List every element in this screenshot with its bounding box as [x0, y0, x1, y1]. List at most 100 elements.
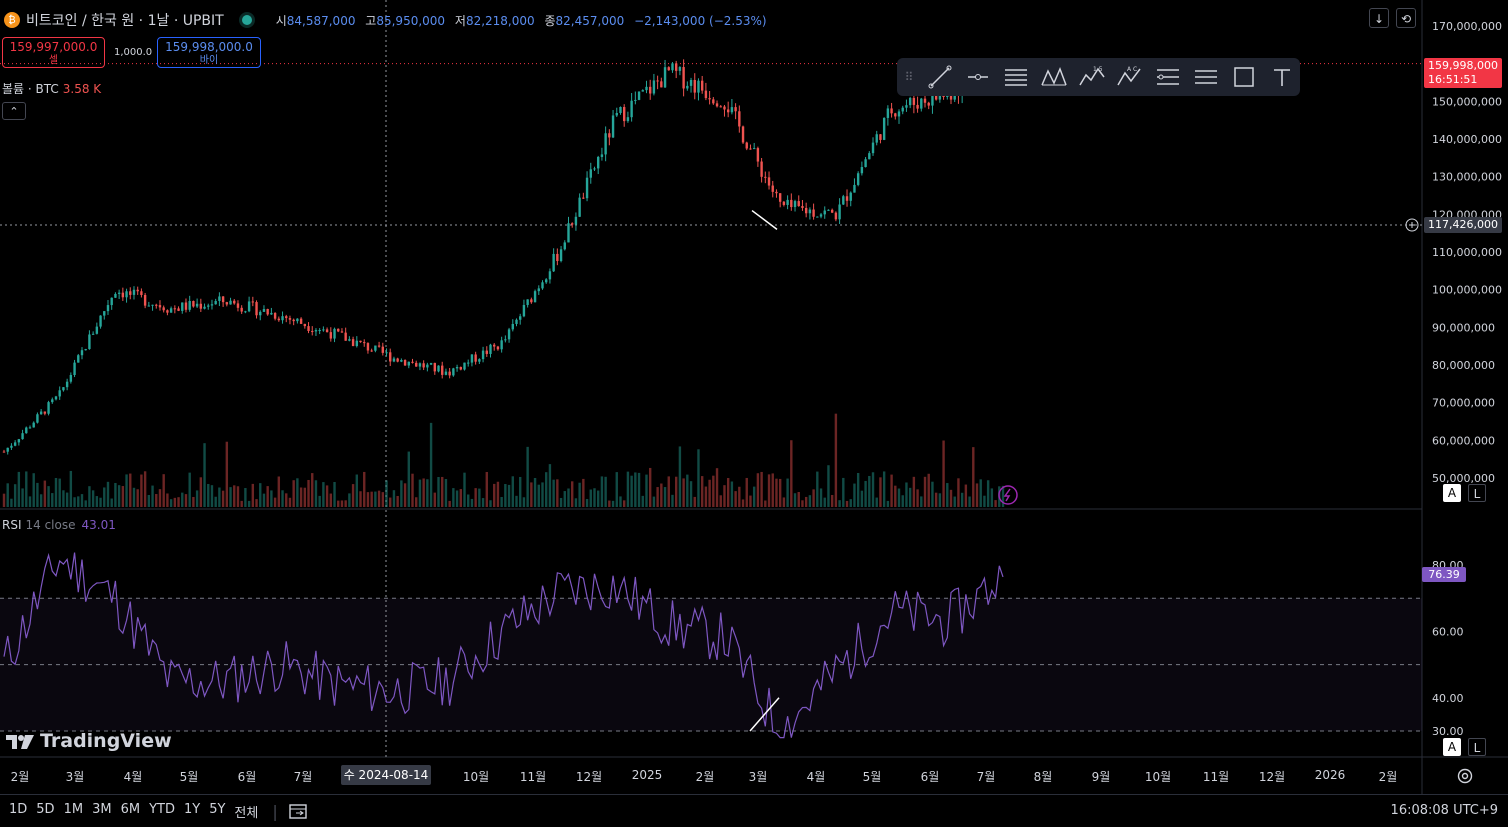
candle-body	[114, 293, 117, 298]
volume-bar	[660, 483, 663, 507]
long-position-tool-icon[interactable]	[1153, 62, 1183, 92]
auto-scale-button[interactable]: A	[1443, 484, 1461, 502]
volume-bar	[949, 489, 953, 507]
volume-bar	[738, 486, 741, 507]
candle-body	[58, 390, 61, 397]
volume-bar	[856, 473, 860, 507]
rsi-legend[interactable]: RSI 14 close 43.01	[2, 518, 116, 532]
volume-bar	[916, 489, 919, 507]
candle-body	[10, 445, 13, 448]
sell-price: 159,997,000.0	[9, 40, 98, 54]
candle-body	[660, 81, 663, 88]
candle-body	[366, 343, 370, 351]
candle-body	[218, 296, 221, 301]
candle-body	[912, 97, 916, 105]
rsi-current-label: 76.39	[1422, 567, 1466, 582]
time-tick-label: 9월	[1091, 770, 1111, 784]
fib-retracement-tool-icon[interactable]	[1001, 62, 1031, 92]
volume-bar	[585, 498, 589, 507]
candle-body	[233, 300, 236, 304]
volume-bar	[455, 490, 459, 507]
buy-button[interactable]: 159,998,000.0 바이	[157, 37, 261, 68]
volume-bar	[838, 500, 841, 507]
candle-body	[195, 303, 199, 307]
text-tool-icon[interactable]	[1267, 62, 1297, 92]
scroll-to-latest-button[interactable]: ↓	[1369, 8, 1389, 28]
volume-bar	[348, 493, 351, 507]
volume-bar	[325, 485, 329, 507]
candle-body	[890, 108, 893, 114]
volume-bar	[214, 496, 217, 507]
rectangle-tool-icon[interactable]	[1229, 62, 1259, 92]
time-tick-label: 2025	[631, 768, 663, 782]
volume-bar	[912, 476, 916, 507]
volume-bar	[797, 491, 800, 507]
sell-button[interactable]: 159,997,000.0 셀	[2, 37, 105, 68]
volume-bar	[938, 493, 942, 507]
candle-body	[830, 209, 834, 213]
volume-bar	[652, 496, 656, 507]
range-button[interactable]: 1D	[9, 801, 28, 817]
volume-bar	[693, 496, 696, 507]
abcd-pattern-tool-icon[interactable]: A C	[1115, 62, 1145, 92]
settings-gear-icon[interactable]	[1456, 767, 1474, 785]
range-button[interactable]: YTD	[149, 801, 175, 817]
rsi-log-scale-button[interactable]: L	[1468, 738, 1486, 756]
volume-bar	[322, 482, 325, 507]
candle-body	[411, 361, 414, 363]
rsi-auto-scale-button[interactable]: A	[1443, 738, 1461, 756]
candle-body	[678, 67, 682, 71]
symbol-title[interactable]: 비트코인 / 한국 원 · 1날 · UPBIT	[26, 13, 224, 29]
elliott-wave-tool-icon[interactable]: 1 5	[1077, 62, 1107, 92]
range-button[interactable]: 6M	[120, 801, 141, 817]
range-button[interactable]: 5Y	[209, 801, 226, 817]
volume-bar	[370, 491, 373, 507]
candle-body	[578, 197, 581, 217]
volume-bar	[752, 486, 756, 507]
range-button[interactable]: 5D	[36, 801, 55, 817]
volume-bar	[359, 491, 362, 507]
horizontal-ray-tool-icon[interactable]	[963, 62, 993, 92]
volume-bar	[645, 474, 648, 507]
volume-bar	[218, 487, 221, 507]
price-tick-label: 90,000,000	[1432, 321, 1495, 334]
volume-bar	[478, 488, 481, 507]
volume-bar	[377, 490, 381, 507]
volume-legend[interactable]: 볼륨 · BTC 3.58 K	[2, 80, 101, 97]
candle-body	[845, 196, 849, 201]
range-button[interactable]: 1M	[63, 801, 84, 817]
range-button[interactable]: 전체	[234, 805, 259, 821]
candle-body	[782, 201, 786, 205]
volume-bar	[181, 492, 184, 507]
range-button[interactable]: 3M	[92, 801, 112, 817]
candle-body	[396, 358, 399, 362]
trend-line-tool-icon[interactable]	[925, 62, 955, 92]
candle-body	[860, 167, 864, 174]
candle-body	[441, 365, 444, 375]
volume-bar	[767, 474, 771, 507]
candle-body	[849, 192, 852, 201]
collapse-legend-button[interactable]: ⌃	[2, 102, 26, 120]
candle-body	[91, 333, 95, 335]
log-scale-button[interactable]: L	[1468, 484, 1486, 502]
candle-body	[110, 297, 113, 306]
volume-bar	[849, 499, 852, 507]
drag-handle-icon[interactable]: ⠿	[904, 70, 914, 84]
price-tick-label: 80,000,000	[1432, 359, 1495, 372]
volume-bar	[58, 478, 61, 507]
tradingview-logo[interactable]: TradingView	[6, 730, 172, 752]
timezone-clock[interactable]: 16:08:08 UTC+9	[1390, 803, 1498, 818]
candle-body	[749, 148, 752, 150]
volume-bar	[91, 490, 95, 507]
volume-bar	[868, 475, 871, 507]
sync-button[interactable]: ⟲	[1396, 8, 1416, 28]
pattern-tool-icon[interactable]	[1039, 62, 1069, 92]
candle-body	[299, 318, 303, 324]
volume-bar	[39, 494, 43, 507]
candle-body	[303, 323, 307, 327]
range-button[interactable]: 1Y	[183, 801, 201, 817]
candle-body	[507, 329, 511, 340]
go-to-date-icon[interactable]	[288, 802, 310, 820]
date-price-range-tool-icon[interactable]	[1191, 62, 1221, 92]
